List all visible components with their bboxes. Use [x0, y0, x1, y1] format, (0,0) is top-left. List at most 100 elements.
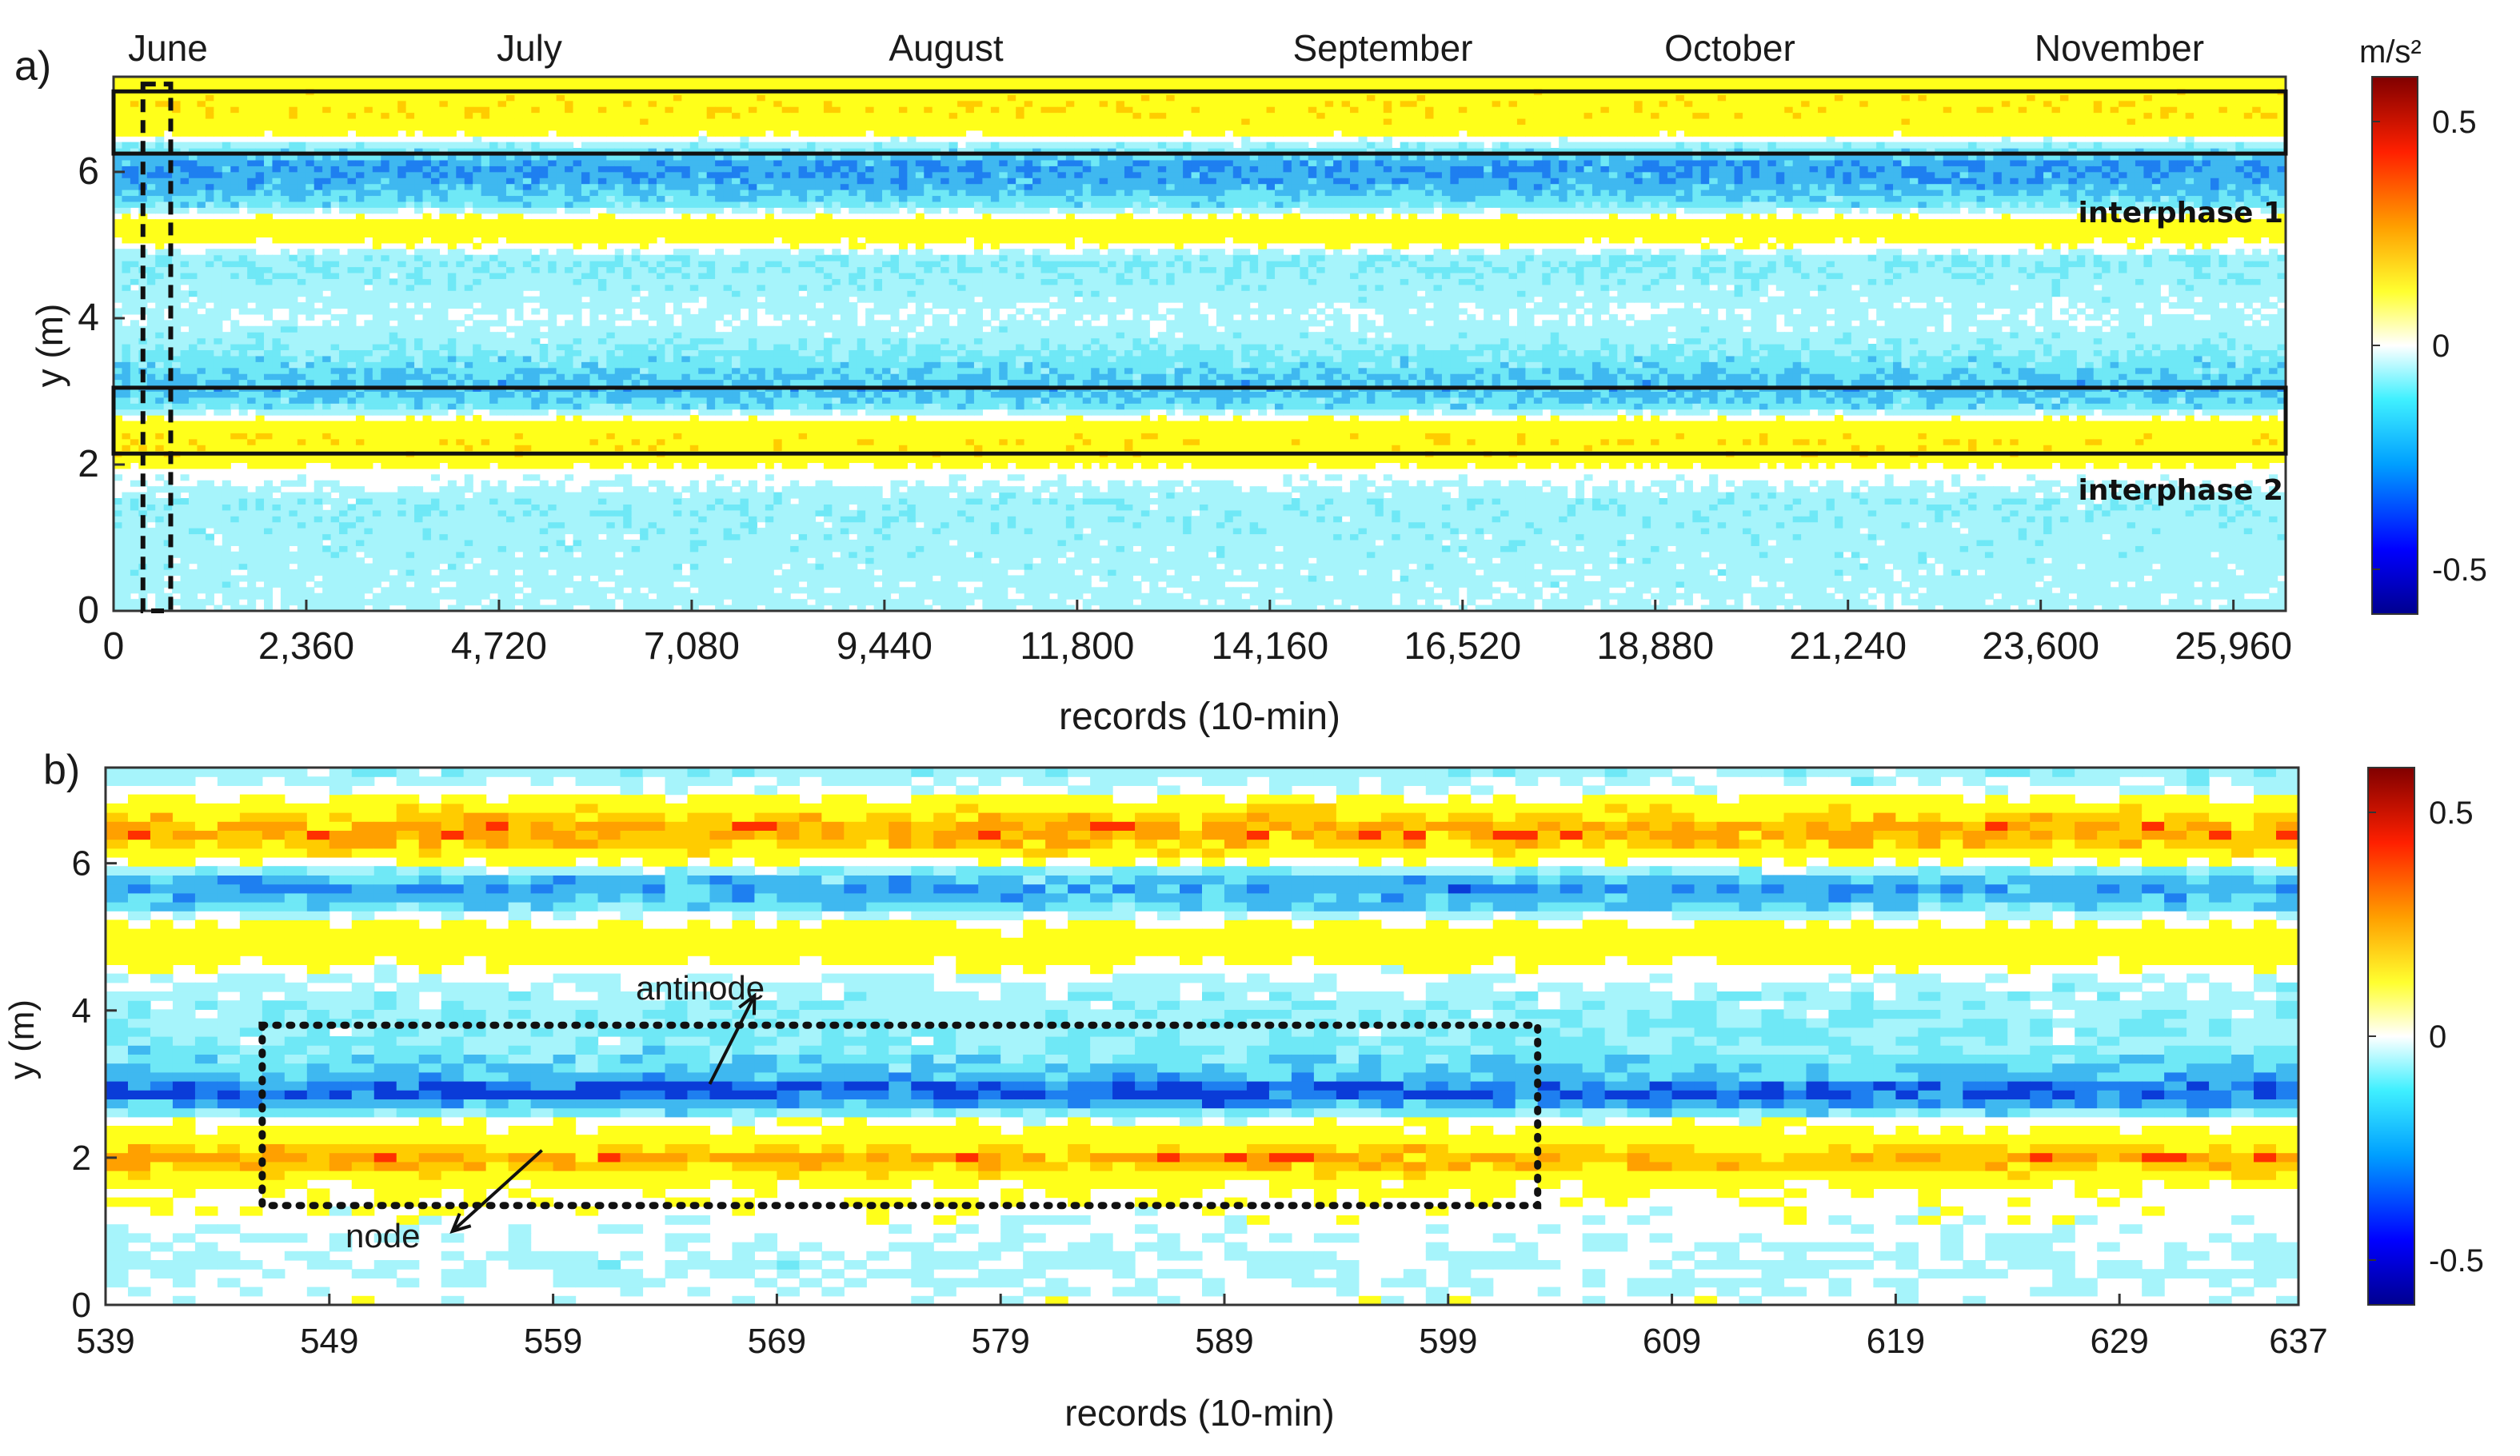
heatmap-cell — [247, 403, 256, 409]
heatmap-cell — [548, 540, 557, 546]
heatmap-cell — [523, 516, 532, 522]
heatmap-cell — [256, 439, 265, 445]
heatmap-cell — [306, 249, 314, 255]
heatmap-cell — [214, 545, 222, 552]
heatmap-cell — [548, 94, 557, 101]
heatmap-cell — [523, 557, 532, 564]
heatmap-cell — [289, 599, 298, 605]
heatmap-cell — [298, 195, 306, 201]
heatmap-cell — [222, 581, 231, 588]
heatmap-cell — [581, 421, 590, 427]
heatmap-cell — [247, 433, 256, 439]
heatmap-cell — [298, 599, 306, 605]
heatmap-cell — [306, 94, 314, 101]
heatmap-cell — [598, 552, 607, 558]
heatmap-cell — [540, 237, 549, 243]
heatmap-cell — [197, 314, 206, 321]
heatmap-cell — [615, 297, 624, 303]
heatmap-cell — [281, 273, 290, 279]
heatmap-cell — [230, 439, 239, 445]
heatmap-cell — [356, 285, 365, 291]
heatmap-cell — [598, 564, 607, 570]
heatmap-cell — [456, 528, 465, 534]
heatmap-cell — [381, 373, 389, 380]
heatmap-cell — [456, 564, 465, 570]
heatmap-cell — [581, 361, 590, 368]
heatmap-cell — [439, 344, 448, 350]
heatmap-cell — [423, 457, 432, 463]
heatmap-cell — [289, 195, 298, 201]
heatmap-cell — [364, 326, 373, 333]
heatmap-cell — [523, 118, 532, 125]
heatmap-cell — [314, 195, 323, 201]
heatmap-cell — [523, 599, 532, 605]
heatmap-cell — [230, 581, 239, 588]
heatmap-cell — [298, 267, 306, 273]
heatmap-cell — [331, 462, 340, 469]
heatmap-cell — [155, 94, 164, 101]
heatmap-cell — [414, 545, 423, 552]
heatmap-cell — [122, 368, 130, 374]
heatmap-cell — [540, 534, 549, 541]
heatmap-cell — [298, 462, 306, 469]
heatmap-cell — [498, 278, 507, 285]
heatmap-cell — [557, 166, 565, 172]
heatmap-cell — [531, 368, 540, 374]
heatmap-cell — [381, 207, 389, 213]
heatmap-cell — [481, 255, 490, 261]
heatmap-cell — [281, 528, 290, 534]
heatmap-cell — [581, 540, 590, 546]
heatmap-cell — [615, 255, 624, 261]
heatmap-cell — [531, 498, 540, 505]
heatmap-cell — [381, 445, 389, 451]
heatmap-cell — [322, 172, 331, 178]
heatmap-cell — [347, 255, 356, 261]
heatmap-cell — [264, 101, 273, 107]
heatmap-cell — [406, 569, 415, 576]
heatmap-cell — [540, 433, 549, 439]
heatmap-cell — [222, 433, 231, 439]
heatmap-cell — [632, 320, 641, 326]
heatmap-cell — [331, 557, 340, 564]
heatmap-cell — [347, 545, 356, 552]
heatmap-cell — [122, 94, 130, 101]
heatmap-cell — [339, 184, 348, 190]
heatmap-cell — [473, 189, 481, 196]
heatmap-cell — [498, 101, 507, 107]
heatmap-cell — [381, 564, 389, 570]
heatmap-cell — [230, 166, 239, 172]
heatmap-cell — [206, 237, 214, 243]
heatmap-cell — [264, 433, 273, 439]
heatmap-cell — [289, 510, 298, 517]
heatmap-cell — [606, 569, 615, 576]
heatmap-cell — [565, 166, 573, 172]
heatmap-cell — [356, 261, 365, 267]
heatmap-cell — [272, 439, 281, 445]
heatmap-cell — [548, 195, 557, 201]
heatmap-cell — [230, 290, 239, 297]
heatmap-cell — [322, 113, 331, 119]
heatmap-cell — [481, 219, 490, 225]
heatmap-cell — [239, 457, 248, 463]
heatmap-cell — [256, 344, 265, 350]
heatmap-cell — [506, 249, 515, 255]
heatmap-cell — [172, 457, 181, 463]
heatmap-cell — [481, 178, 490, 184]
heatmap-cell — [181, 397, 190, 404]
heatmap-cell — [114, 297, 122, 303]
heatmap-cell — [397, 587, 406, 593]
heatmap-cell — [473, 552, 481, 558]
heatmap-cell — [339, 528, 348, 534]
heatmap-cell — [206, 231, 214, 237]
heatmap-cell — [181, 172, 190, 178]
heatmap-cell — [431, 290, 440, 297]
heatmap-cell — [281, 498, 290, 505]
heatmap-cell — [181, 297, 190, 303]
heatmap-cell — [264, 522, 273, 529]
heatmap-cell — [206, 445, 214, 451]
heatmap-cell — [406, 361, 415, 368]
heatmap-cell — [247, 356, 256, 362]
heatmap-cell — [523, 326, 532, 333]
heatmap-cell — [364, 457, 373, 463]
heatmap-cell — [531, 403, 540, 409]
